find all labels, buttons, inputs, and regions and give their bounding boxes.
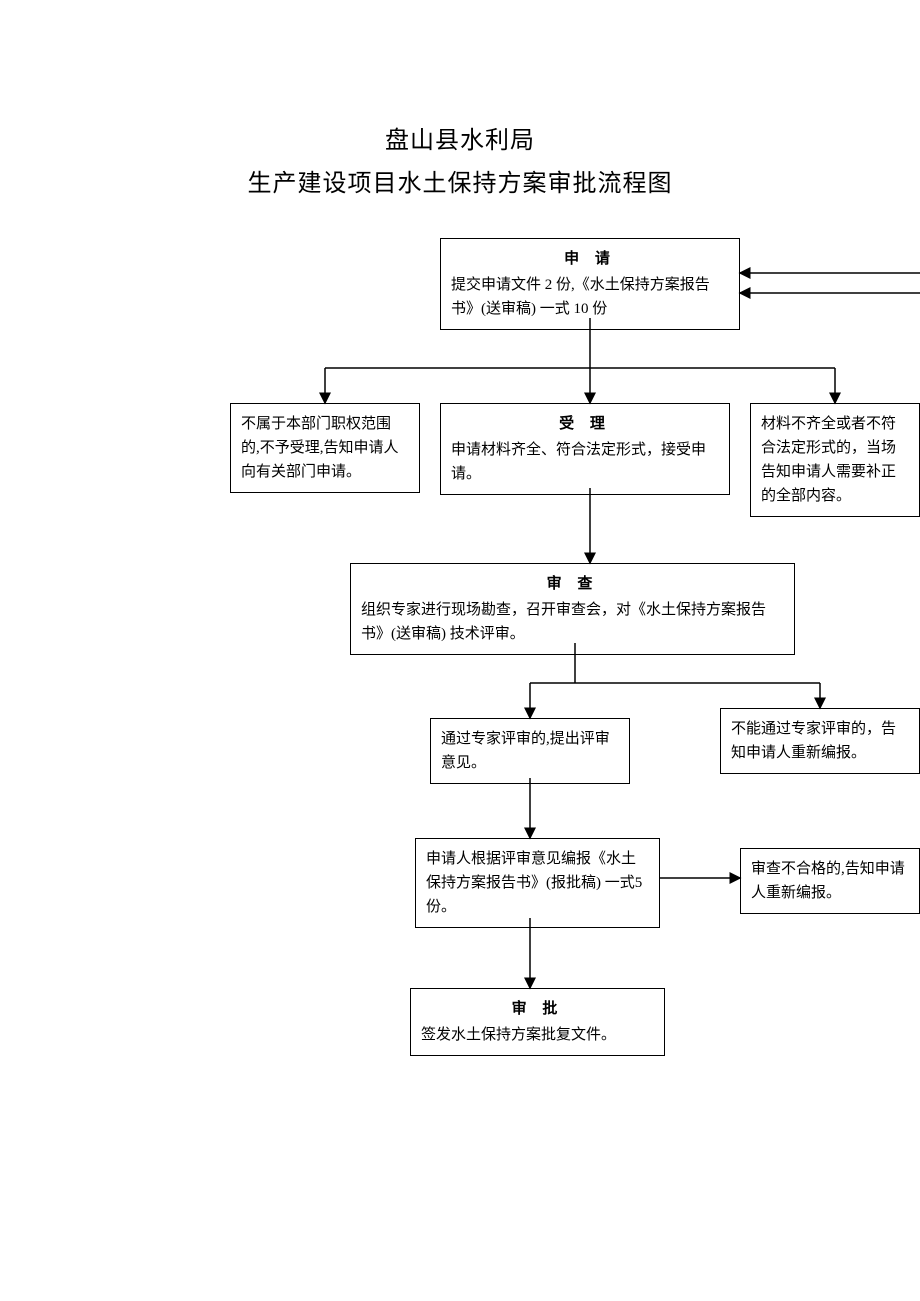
- node-body: 不属于本部门职权范围的,不予受理,告知申请人向有关部门申请。: [241, 412, 409, 484]
- title-line1: 盘山县水利局: [0, 120, 920, 155]
- flowchart-node-fail-expert: 不能通过专家评审的，告知申请人重新编报。: [720, 708, 920, 774]
- title-line2: 生产建设项目水土保持方案审批流程图: [0, 163, 920, 198]
- node-title: 受 理: [451, 412, 719, 436]
- node-body: 提交申请文件 2 份,《水土保持方案报告书》(送审稿) 一式 10 份: [451, 273, 729, 321]
- node-body: 申请人根据评审意见编报《水土保持方案报告书》(报批稿) 一式5 份。: [426, 847, 649, 919]
- flowchart-node-review: 审 查组织专家进行现场勘查，召开审查会，对《水土保持方案报告书》(送审稿) 技术…: [350, 563, 795, 655]
- flowchart-node-incomplete: 材料不齐全或者不符合法定形式的，当场告知申请人需要补正的全部内容。: [750, 403, 920, 517]
- node-body: 申请材料齐全、符合法定形式，接受申请。: [451, 438, 719, 486]
- flowchart-node-apply: 申 请提交申请文件 2 份,《水土保持方案报告书》(送审稿) 一式 10 份: [440, 238, 740, 330]
- flowchart-node-reject-dept: 不属于本部门职权范围的,不予受理,告知申请人向有关部门申请。: [230, 403, 420, 493]
- flowchart-node-pass-expert: 通过专家评审的,提出评审意见。: [430, 718, 630, 784]
- node-title: 审 批: [421, 997, 654, 1021]
- node-body: 不能通过专家评审的，告知申请人重新编报。: [731, 717, 909, 765]
- flowchart-node-fail-review: 审查不合格的,告知申请人重新编报。: [740, 848, 920, 914]
- node-title: 申 请: [451, 247, 729, 271]
- node-title: 审 查: [361, 572, 784, 596]
- flowchart-node-compile: 申请人根据评审意见编报《水土保持方案报告书》(报批稿) 一式5 份。: [415, 838, 660, 928]
- node-body: 材料不齐全或者不符合法定形式的，当场告知申请人需要补正的全部内容。: [761, 412, 909, 508]
- node-body: 签发水土保持方案批复文件。: [421, 1023, 654, 1047]
- node-body: 组织专家进行现场勘查，召开审查会，对《水土保持方案报告书》(送审稿) 技术评审。: [361, 598, 784, 646]
- node-body: 审查不合格的,告知申请人重新编报。: [751, 857, 909, 905]
- flowchart-node-accept: 受 理申请材料齐全、符合法定形式，接受申请。: [440, 403, 730, 495]
- flowchart-canvas: 申 请提交申请文件 2 份,《水土保持方案报告书》(送审稿) 一式 10 份不属…: [0, 228, 920, 1228]
- node-body: 通过专家评审的,提出评审意见。: [441, 727, 619, 775]
- title-block: 盘山县水利局 生产建设项目水土保持方案审批流程图: [0, 0, 920, 228]
- flowchart-node-approve: 审 批签发水土保持方案批复文件。: [410, 988, 665, 1056]
